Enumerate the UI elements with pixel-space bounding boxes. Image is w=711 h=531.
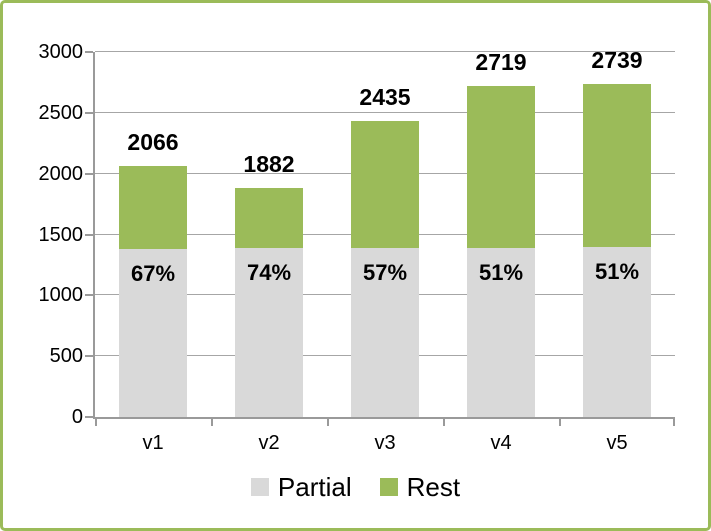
bar-percent-label: 57% bbox=[362, 260, 408, 286]
bar-total-label: 2719 bbox=[475, 49, 527, 76]
bar-segment-rest bbox=[119, 165, 187, 249]
bar-percent-label: 67% bbox=[130, 260, 176, 286]
legend-item: Rest bbox=[379, 472, 461, 502]
x-axis-line bbox=[93, 417, 675, 419]
bar-percent-label: 51% bbox=[478, 260, 524, 286]
x-tick-label: v4 bbox=[490, 432, 512, 454]
y-tick-mark bbox=[85, 233, 93, 236]
bar-segment-partial: 57% bbox=[351, 248, 419, 417]
bar-segment-rest bbox=[467, 86, 535, 249]
y-tick-label: 3000 bbox=[38, 41, 84, 63]
plot-area: 0 500 1000 1500 2000 2500 3000 67% 2066 74% 1882 5… bbox=[39, 41, 675, 454]
x-tick-label: v1 bbox=[142, 432, 164, 454]
bar-total-label: 2435 bbox=[359, 83, 411, 110]
bar-segment-partial: 74% bbox=[235, 247, 303, 417]
y-tick-label: 2000 bbox=[38, 162, 84, 185]
x-tick-label: v2 bbox=[258, 432, 280, 454]
legend: Partial Rest bbox=[3, 470, 708, 504]
y-tick-mark bbox=[85, 294, 93, 297]
y-tick-mark bbox=[85, 172, 93, 175]
x-tick-mark bbox=[673, 419, 675, 426]
y-tick-label: 1500 bbox=[38, 223, 84, 246]
legend-item: Partial bbox=[250, 472, 352, 502]
y-tick-mark bbox=[85, 416, 93, 418]
y-tick-label: 2500 bbox=[38, 101, 84, 124]
y-tick-label: 0 bbox=[71, 406, 83, 428]
x-tick-mark bbox=[443, 419, 445, 426]
y-axis-line bbox=[93, 52, 95, 417]
bar-total-label: 2066 bbox=[127, 128, 179, 155]
y-tick-label: 1000 bbox=[38, 284, 84, 307]
x-tick-mark bbox=[327, 419, 329, 426]
legend-swatch-rest-icon bbox=[379, 478, 398, 496]
legend-swatch-partial-icon bbox=[250, 478, 269, 496]
y-tick-mark bbox=[85, 355, 93, 358]
bar-percent-label: 51% bbox=[594, 259, 640, 285]
y-tick-mark bbox=[85, 111, 93, 114]
bar-total-label: 2739 bbox=[591, 46, 643, 73]
bar-segment-rest bbox=[583, 83, 651, 248]
y-tick-label: 500 bbox=[49, 345, 83, 368]
y-tick-mark bbox=[85, 51, 93, 53]
bar-segment-rest bbox=[351, 120, 419, 249]
bar-total-label: 1882 bbox=[243, 151, 295, 178]
legend-label: Partial bbox=[277, 472, 352, 502]
x-tick-mark bbox=[559, 419, 561, 426]
bar-segment-rest bbox=[235, 188, 303, 248]
bar-segment-partial: 51% bbox=[583, 247, 651, 417]
gridline bbox=[95, 111, 675, 113]
x-tick-label: v3 bbox=[374, 432, 396, 454]
x-tick-mark bbox=[95, 419, 97, 426]
legend-label: Rest bbox=[406, 472, 461, 502]
bar-percent-label: 74% bbox=[246, 259, 292, 285]
x-tick-label: v5 bbox=[606, 432, 628, 454]
bar-segment-partial: 51% bbox=[467, 248, 535, 417]
bar-segment-partial: 67% bbox=[119, 248, 187, 417]
x-tick-mark bbox=[211, 419, 213, 426]
gridline bbox=[95, 51, 675, 52]
